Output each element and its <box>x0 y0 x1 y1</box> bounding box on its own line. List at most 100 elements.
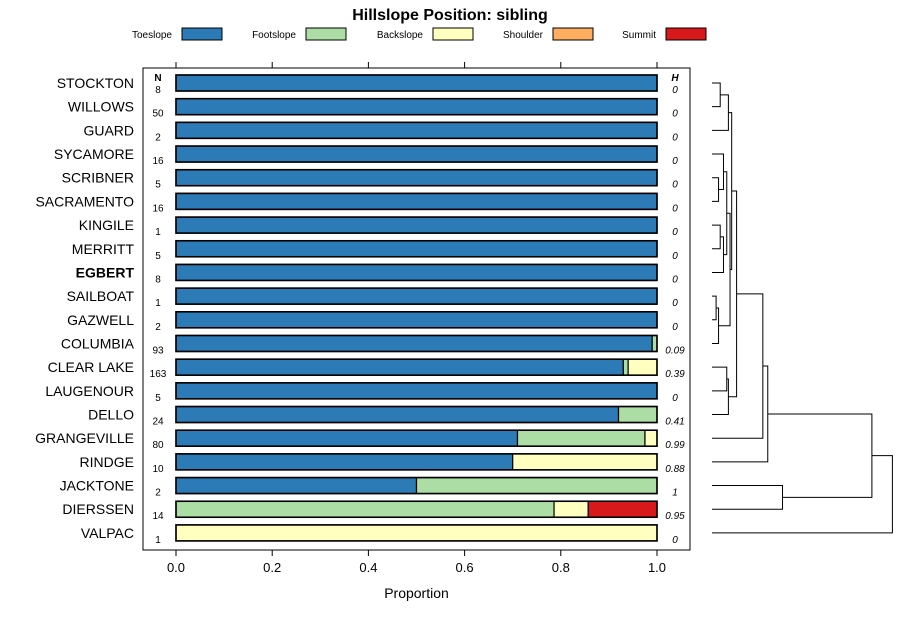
bar-outline <box>175 287 658 305</box>
row-label: SACRAMENTO <box>35 193 134 209</box>
dendrogram-link <box>712 378 729 416</box>
legend-swatch <box>432 27 474 41</box>
dendrogram-link <box>767 413 873 498</box>
row-label: DIERSSEN <box>62 501 134 517</box>
row-h: 0 <box>672 156 678 167</box>
row-h: 0 <box>672 109 678 120</box>
dendrogram-link <box>712 365 769 463</box>
bar-row: DELLO 24 0.41 <box>88 405 685 428</box>
bar-row: LAUGENOUR 5 0 <box>45 382 678 404</box>
x-tick-label: 0.2 <box>263 560 281 575</box>
bar-segment <box>175 287 658 305</box>
x-tick-label: 0.6 <box>456 560 474 575</box>
row-h: 0.41 <box>665 417 684 428</box>
row-h: 0.39 <box>665 369 685 380</box>
bar-row: SAILBOAT 1 0 <box>67 287 678 309</box>
bar-segment <box>175 169 658 187</box>
bar-segment <box>175 524 658 542</box>
row-n: 80 <box>152 440 164 451</box>
bar-row: GAZWELL 2 0 <box>67 310 678 333</box>
row-n: 5 <box>155 180 161 191</box>
bar-outline <box>175 192 658 211</box>
legend-swatch <box>665 27 707 41</box>
bar-segment <box>175 311 658 329</box>
bar-outline <box>175 476 658 495</box>
dendrogram-link <box>712 307 720 344</box>
row-n: 2 <box>155 322 161 333</box>
row-h: 0.95 <box>665 511 685 522</box>
bar-row: GUARD 2 0 <box>83 121 678 143</box>
bar-segment <box>175 405 620 424</box>
bar-outline <box>175 74 658 92</box>
bar-outline <box>175 429 658 448</box>
row-label: GRANGEVILLE <box>35 430 134 446</box>
row-n: 50 <box>152 109 164 120</box>
row-h: 0 <box>672 322 678 333</box>
row-h: 1 <box>672 488 678 499</box>
dendrogram-link <box>712 153 724 191</box>
bar-segment <box>175 500 555 518</box>
row-label: DELLO <box>88 407 134 423</box>
dendrogram-link <box>712 177 720 202</box>
bar-segment <box>622 358 629 376</box>
bar-row: JACKTONE 2 1 <box>60 476 678 499</box>
row-label: SYCAMORE <box>54 146 134 162</box>
bar-segment <box>175 453 514 471</box>
bar-segment <box>175 240 658 258</box>
row-label: STOCKTON <box>57 75 134 91</box>
bar-segment <box>644 429 658 447</box>
bar-outline <box>175 145 658 163</box>
bar-segment <box>175 98 658 116</box>
bar-outline <box>175 358 658 376</box>
legend-label: Backslope <box>377 30 424 41</box>
dendrogram-link <box>712 366 728 392</box>
legend-swatch <box>552 27 594 41</box>
row-n: 10 <box>152 464 164 475</box>
row-h: 0 <box>672 180 678 191</box>
bar-row: DIERSSEN 14 0.95 <box>62 500 685 522</box>
bar-outline <box>175 334 658 353</box>
row-label: WILLOWS <box>68 99 134 115</box>
row-n: 93 <box>152 345 164 356</box>
row-n: 163 <box>150 369 167 380</box>
bar-outline <box>175 97 658 116</box>
bar-segment <box>175 476 418 495</box>
row-h: 0 <box>672 298 678 309</box>
bar-segment <box>175 145 658 163</box>
row-label: MERRITT <box>72 241 135 257</box>
row-h: 0.09 <box>665 345 685 356</box>
dendrogram-link <box>712 293 764 439</box>
dendrogram-link <box>712 485 784 510</box>
bar-outline <box>175 121 658 140</box>
row-label: CLEAR LAKE <box>48 359 134 375</box>
legend-label: Footslope <box>252 30 296 41</box>
bar-row: CLEAR LAKE 163 0.39 <box>48 358 685 380</box>
bar-segment <box>587 500 658 518</box>
row-label: LAUGENOUR <box>45 383 134 399</box>
bar-segment <box>175 429 519 447</box>
legend-label: Summit <box>622 30 656 41</box>
row-h: 0 <box>672 251 678 262</box>
bar-outline <box>175 263 658 282</box>
bar-row: GRANGEVILLE 80 0.99 <box>35 429 685 451</box>
bar-outline <box>175 310 658 329</box>
bar-row: WILLOWS 50 0 <box>68 97 678 120</box>
bar-row: COLUMBIA 93 0.09 <box>61 334 685 356</box>
n-column-header: N <box>154 73 161 84</box>
row-n: 14 <box>152 511 164 522</box>
row-n: 8 <box>155 85 161 96</box>
bar-segment <box>553 500 589 518</box>
legend: Toeslope Footslope Backslope Shoulder Summit <box>132 27 707 41</box>
x-tick-label: 0.0 <box>167 560 185 575</box>
bar-row: EGBERT 8 0 <box>76 263 678 285</box>
row-h: 0.99 <box>665 440 685 451</box>
bar-outline <box>175 453 658 471</box>
bar-segment <box>175 382 658 400</box>
row-label: SAILBOAT <box>67 288 135 304</box>
bar-segment <box>175 192 658 210</box>
bar-segment <box>175 334 653 353</box>
bar-row: STOCKTON 8 0 <box>57 74 678 96</box>
row-h: 0.88 <box>665 464 685 475</box>
chart-title: Hillslope Position: sibling <box>352 7 548 24</box>
